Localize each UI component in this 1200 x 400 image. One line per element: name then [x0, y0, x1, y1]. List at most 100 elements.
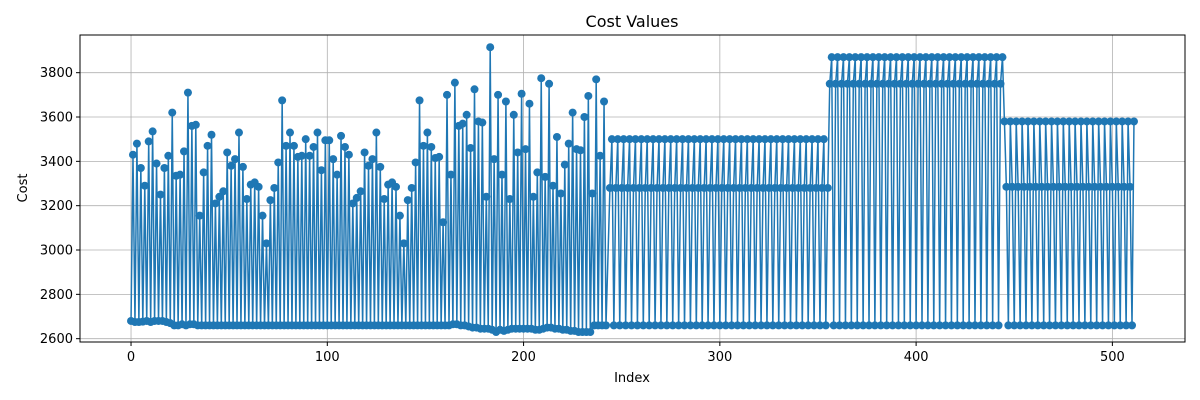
- data-point: [931, 79, 940, 88]
- data-point: [929, 321, 938, 330]
- data-point: [1045, 321, 1054, 330]
- data-point: [423, 128, 432, 137]
- data-point: [1098, 321, 1107, 330]
- data-point: [941, 321, 950, 330]
- data-point: [874, 53, 883, 62]
- data-point: [865, 321, 874, 330]
- data-point: [278, 96, 287, 105]
- data-point: [847, 321, 856, 330]
- data-point: [859, 321, 868, 330]
- data-point: [1047, 117, 1056, 126]
- data-point: [1029, 117, 1038, 126]
- data-point: [517, 89, 526, 98]
- data-point: [1082, 117, 1091, 126]
- data-point: [782, 183, 791, 192]
- data-point: [602, 321, 610, 330]
- data-point: [1110, 321, 1119, 330]
- data-point: [580, 113, 589, 122]
- y-tick-label: 2600: [40, 332, 73, 347]
- data-point: [1018, 117, 1027, 126]
- data-point: [1069, 321, 1078, 330]
- data-point: [674, 321, 683, 330]
- data-point: [733, 321, 742, 330]
- data-point: [696, 135, 705, 144]
- data-point: [943, 79, 952, 88]
- data-point: [702, 135, 711, 144]
- data-point: [1122, 321, 1131, 330]
- data-point: [647, 183, 656, 192]
- data-point: [513, 148, 522, 157]
- data-point: [1076, 117, 1085, 126]
- data-point: [1108, 182, 1117, 191]
- data-point: [845, 53, 854, 62]
- data-point: [906, 321, 915, 330]
- data-point: [927, 53, 936, 62]
- data-point: [1023, 117, 1032, 126]
- data-point: [458, 119, 467, 128]
- data-point: [490, 155, 499, 164]
- chart-title: Cost Values: [586, 12, 679, 31]
- data-point: [749, 135, 758, 144]
- data-point: [541, 172, 550, 181]
- data-point: [955, 79, 964, 88]
- data-point: [340, 142, 349, 151]
- data-point: [786, 321, 795, 330]
- data-point: [965, 321, 974, 330]
- data-point: [1090, 182, 1099, 191]
- axis-ticks: 0 100 200 300 400 500 2600 2800 3000 3200 3400 3600…: [40, 66, 1125, 365]
- data-point: [607, 135, 616, 144]
- data-point: [156, 190, 165, 199]
- data-point: [768, 321, 777, 330]
- data-point: [709, 321, 718, 330]
- data-point: [682, 183, 691, 192]
- data-point: [1008, 182, 1017, 191]
- data-point: [1092, 321, 1101, 330]
- data-point: [933, 53, 942, 62]
- y-tick-label: 2800: [40, 288, 73, 303]
- data-point: [360, 148, 369, 157]
- data-point: [1104, 321, 1113, 330]
- data-point: [910, 53, 919, 62]
- data-point: [808, 135, 817, 144]
- data-point: [759, 183, 768, 192]
- data-point: [794, 183, 803, 192]
- data-point: [892, 53, 901, 62]
- data-point: [743, 135, 752, 144]
- data-point: [1067, 182, 1076, 191]
- data-point: [568, 108, 577, 117]
- y-tick-label: 3600: [40, 111, 73, 126]
- data-point: [731, 135, 740, 144]
- data-point: [737, 135, 746, 144]
- data-point: [195, 211, 204, 220]
- data-point: [615, 321, 624, 330]
- data-point: [923, 321, 932, 330]
- data-point: [776, 183, 785, 192]
- data-point: [1000, 117, 1009, 126]
- data-point: [537, 74, 546, 83]
- data-point: [486, 43, 495, 52]
- data-point: [925, 79, 934, 88]
- data-point: [1096, 182, 1105, 191]
- data-point: [664, 183, 673, 192]
- data-point: [896, 79, 905, 88]
- data-point: [680, 321, 689, 330]
- data-point: [1043, 182, 1052, 191]
- data-point: [916, 53, 925, 62]
- data-point: [798, 321, 807, 330]
- data-point: [629, 183, 638, 192]
- data-point: [443, 90, 452, 99]
- data-point: [446, 170, 455, 179]
- data-point: [462, 110, 471, 119]
- data-point: [833, 53, 842, 62]
- data-point: [521, 145, 530, 154]
- data-point: [234, 128, 243, 137]
- data-point: [672, 135, 681, 144]
- data-point: [823, 183, 832, 192]
- data-point: [1063, 321, 1072, 330]
- data-point: [1065, 117, 1074, 126]
- data-point: [1128, 321, 1137, 330]
- data-point: [329, 155, 338, 164]
- data-point: [227, 161, 236, 170]
- data-point: [639, 321, 648, 330]
- data-point: [1129, 117, 1138, 126]
